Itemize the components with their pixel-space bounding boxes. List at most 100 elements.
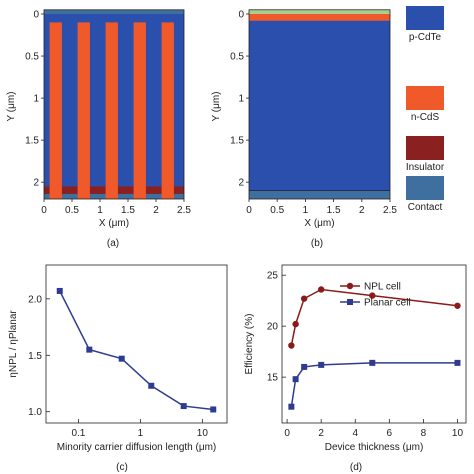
y-tick-label: 15 — [267, 373, 279, 384]
x-tick-label: 0.5 — [65, 205, 79, 216]
top-layer — [249, 9, 390, 14]
n-cds-pillar — [49, 22, 62, 200]
x-tick-label: 0 — [284, 428, 290, 439]
x-tick-label: 2 — [359, 205, 365, 216]
legend-label: Insulator — [406, 162, 445, 173]
y-tick-label: 1.5 — [28, 351, 42, 362]
data-point — [56, 287, 63, 294]
panel-c-ratio-chart: 1.0 1.5 2.0 0.1 1 10 Minority carrier diffusio… — [8, 264, 228, 453]
x-axis-label: Device thickness (μm) — [325, 442, 424, 453]
legend-marker — [346, 282, 354, 290]
map-frame — [43, 9, 185, 200]
y-tick-label: 0 — [33, 10, 39, 21]
n-cds-layer — [249, 14, 390, 21]
data-point — [300, 295, 308, 302]
x-tick-label: 1 — [303, 205, 309, 216]
data-point — [454, 302, 461, 309]
n-cds-pillar — [105, 22, 118, 200]
y-tick-label: 1.5 — [230, 136, 244, 147]
x-tick-label: 10 — [197, 428, 209, 439]
panel-d-efficiency-chart: 15 20 25 0 2 4 6 8 10 Device thickness (μm) Effici… — [244, 264, 467, 453]
series-line — [59, 290, 214, 411]
y-axis-label: ηNPL / ηPlanar — [8, 310, 19, 378]
bottom-contact-layer — [249, 190, 390, 199]
data-point — [292, 320, 299, 328]
y-tick-label: 2 — [238, 178, 244, 189]
y-tick-label: 0.5 — [25, 52, 39, 63]
panel-d-caption: (d) — [350, 462, 362, 473]
y-axis-label: Efficiency (%) — [244, 314, 255, 375]
y-tick-label: 0 — [238, 10, 244, 21]
x-axis-label: Minority carrier diffusion length (μm) — [57, 442, 217, 453]
data-point — [288, 342, 295, 349]
y-tick-label: 1.5 — [25, 136, 39, 147]
x-tick-label: 8 — [421, 428, 427, 439]
x-tick-label: 0.1 — [71, 428, 85, 439]
x-tick-label: 1 — [97, 205, 103, 216]
y-tick-label: 25 — [267, 271, 279, 282]
panel-c-caption: (c) — [116, 462, 128, 473]
legend-marker — [347, 299, 353, 305]
y-tick-label: 0.5 — [230, 52, 244, 63]
y-tick-label: 2.0 — [28, 294, 42, 305]
y-tick-label: 1 — [238, 94, 244, 105]
data-point — [292, 376, 299, 383]
data-point — [301, 363, 308, 370]
data-point — [180, 403, 187, 410]
x-tick-label: 0 — [41, 205, 47, 216]
y-tick-label: 2 — [33, 178, 39, 189]
legend-label: Contact — [408, 202, 443, 213]
legend-label: NPL cell — [364, 282, 401, 293]
x-tick-label: 1.5 — [121, 205, 135, 216]
x-tick-label: 10 — [452, 428, 464, 439]
x-tick-label: 2 — [318, 428, 324, 439]
data-point — [86, 346, 93, 353]
panel-b-caption: (b) — [311, 238, 323, 249]
data-point — [288, 403, 295, 410]
legend-swatch-insulator — [406, 136, 444, 160]
data-point — [210, 406, 217, 413]
series-line-planar — [290, 362, 458, 407]
n-cds-pillar — [77, 22, 90, 200]
x-tick-label: 1 — [138, 428, 144, 439]
data-point — [454, 359, 461, 366]
data-point — [318, 361, 325, 368]
y-tick-label: 1 — [33, 94, 39, 105]
x-tick-label: 0 — [246, 205, 252, 216]
legend-label: n-CdS — [411, 112, 440, 123]
p-cdte-region — [249, 14, 390, 199]
x-axis-label: X (μm) — [99, 218, 129, 229]
panel-a-structure-map: 0 0.5 1 1.5 2 0 0.5 1 1.5 2 2.5 X (μm) Y (μm) — [6, 9, 191, 229]
panel-b-structure-map: 0 0.5 1 1.5 2 0 0.5 1 1.5 2 2.5 X (μm) Y (μm) — [211, 9, 397, 229]
data-point — [369, 292, 376, 299]
x-tick-label: 2 — [153, 205, 159, 216]
plot-frame — [45, 264, 228, 424]
n-cds-pillar — [161, 22, 174, 200]
legend-label: p-CdTe — [409, 32, 442, 43]
x-tick-label: 1.5 — [327, 205, 341, 216]
n-cds-pillar — [133, 22, 146, 200]
panel-a-caption: (a) — [107, 238, 119, 249]
data-point — [148, 382, 155, 389]
data-point — [317, 286, 325, 293]
map-frame — [248, 9, 391, 200]
legend-swatch-contact — [406, 176, 444, 200]
y-tick-label: 1.0 — [28, 407, 42, 418]
legend-swatch-p_cdte — [406, 6, 444, 30]
material-legend: p-CdTe n-CdS Insulator Contact — [406, 6, 445, 213]
x-tick-label: 4 — [352, 428, 358, 439]
x-tick-label: 2.5 — [177, 205, 191, 216]
legend-swatch-n_cds — [406, 86, 444, 110]
x-tick-label: 0.5 — [270, 205, 284, 216]
legend-label: Planar cell — [364, 298, 411, 309]
top-contact-layer — [44, 9, 184, 14]
x-tick-label: 2.5 — [383, 205, 397, 216]
plot-frame — [281, 264, 467, 424]
y-axis-label: Y (μm) — [211, 91, 222, 121]
x-axis-label: X (μm) — [304, 218, 334, 229]
data-point — [369, 359, 376, 366]
series-line-npl — [290, 288, 458, 346]
data-point — [118, 355, 125, 362]
y-axis-label: Y (μm) — [6, 91, 17, 121]
